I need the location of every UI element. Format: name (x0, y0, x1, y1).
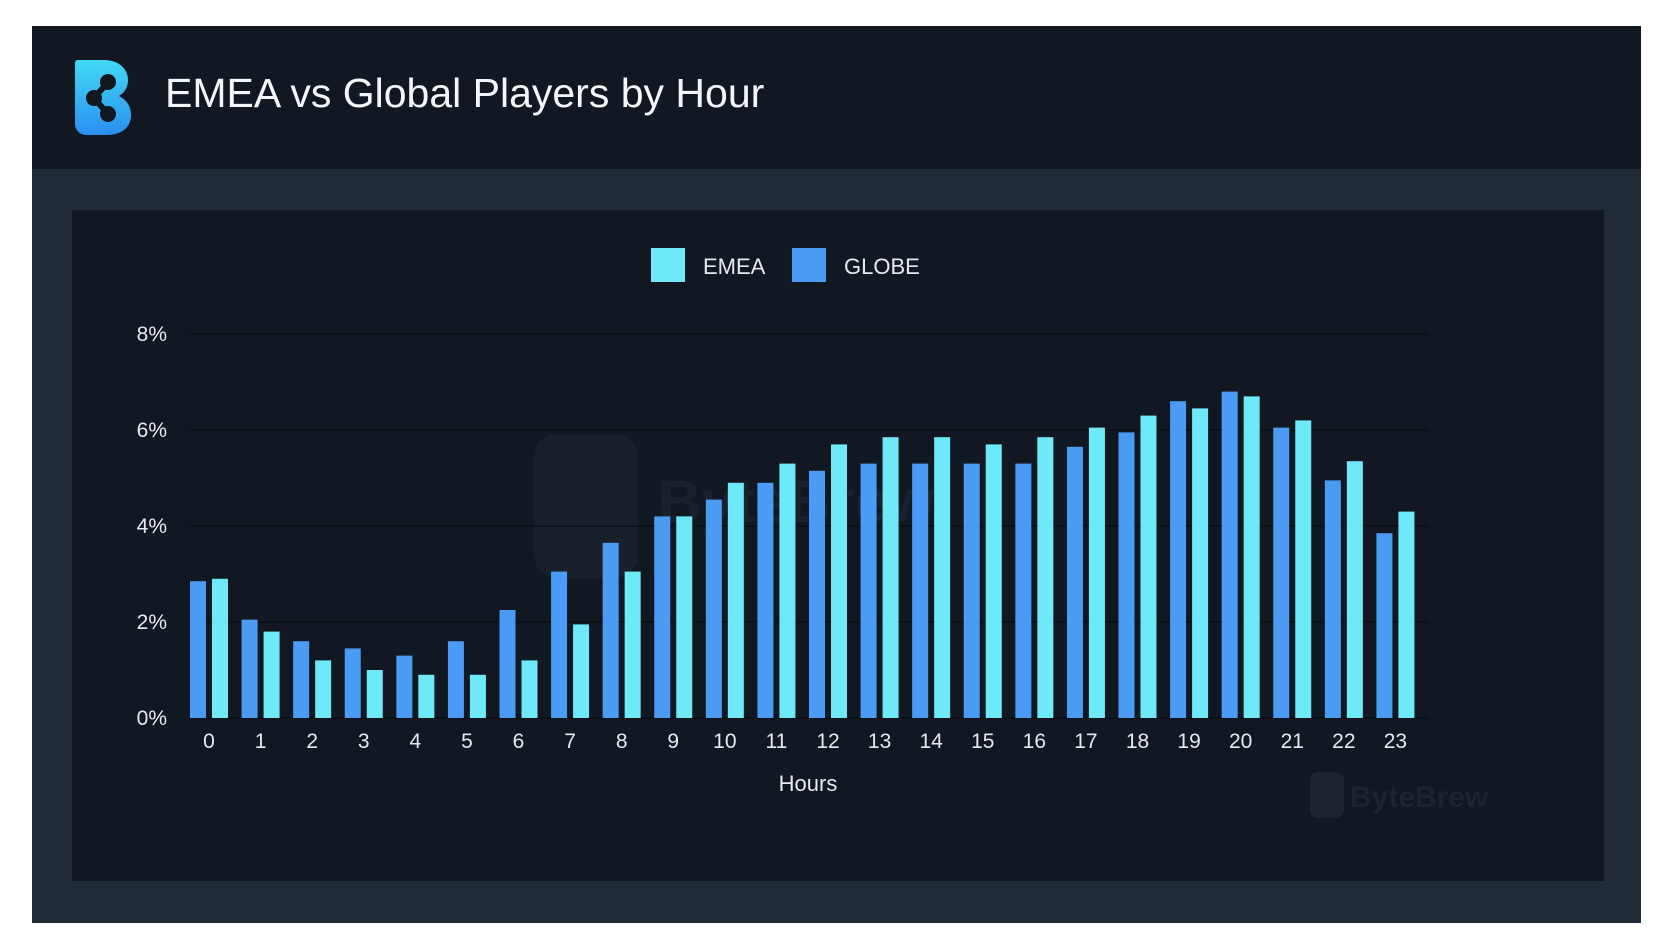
bar-emea-11[interactable] (779, 463, 796, 718)
x-tick-label: 2 (306, 730, 318, 753)
x-tick-label: 11 (766, 730, 788, 753)
bar-emea-21[interactable] (1295, 420, 1312, 718)
bar-emea-10[interactable] (727, 482, 744, 718)
bar-globe-4[interactable] (396, 655, 413, 718)
chart-card: EMEA vs Global Players by Hour ByteBrew … (32, 26, 1641, 923)
bar-globe-0[interactable] (190, 581, 206, 718)
bar-globe-2[interactable] (293, 641, 310, 718)
x-tick-label: 6 (513, 730, 525, 753)
bar-emea-19[interactable] (1192, 408, 1209, 718)
x-tick-label: 0 (203, 730, 215, 753)
x-tick-label: 1 (255, 730, 267, 753)
bar-globe-19[interactable] (1170, 401, 1187, 718)
watermark-corner: ByteBrew (1310, 772, 1489, 818)
bar-emea-14[interactable] (934, 437, 951, 718)
bar-emea-7[interactable] (573, 624, 590, 718)
legend-swatch-globe (792, 248, 826, 282)
bar-globe-21[interactable] (1273, 427, 1290, 718)
x-tick-label: 9 (667, 730, 679, 753)
bar-emea-23[interactable] (1398, 511, 1415, 718)
bar-globe-11[interactable] (757, 482, 774, 718)
y-tick-label: 4% (137, 515, 167, 538)
bar-emea-9[interactable] (676, 516, 693, 718)
bar-globe-10[interactable] (705, 499, 722, 718)
y-tick-label: 8% (137, 323, 167, 346)
bar-emea-2[interactable] (315, 660, 332, 718)
y-axis-ticks: 0% 2% 4% 6% 8% (137, 323, 167, 730)
x-tick-label: 15 (971, 730, 994, 753)
bar-globe-6[interactable] (499, 610, 516, 718)
watermark-logo-icon (534, 434, 638, 578)
x-tick-label: 13 (868, 730, 891, 753)
bar-emea-18[interactable] (1140, 415, 1157, 718)
bar-globe-23[interactable] (1376, 533, 1393, 718)
page-title: EMEA vs Global Players by Hour (165, 70, 765, 116)
legend-label-globe: GLOBE (844, 254, 920, 279)
watermark-corner-text: ByteBrew (1350, 781, 1489, 814)
x-tick-label: 7 (564, 730, 576, 753)
x-tick-label: 23 (1384, 730, 1407, 753)
x-tick-label: 16 (1023, 730, 1046, 753)
bar-globe-1[interactable] (241, 619, 258, 718)
x-tick-label: 21 (1281, 730, 1304, 753)
bar-globe-3[interactable] (344, 648, 361, 718)
bar-globe-16[interactable] (1015, 463, 1032, 718)
x-tick-label: 8 (616, 730, 628, 753)
legend-item-emea[interactable]: EMEA (651, 248, 766, 282)
bar-globe-9[interactable] (654, 516, 671, 718)
bar-globe-13[interactable] (860, 463, 877, 718)
x-axis-ticks: 0 1 2 3 4 5 6 7 8 9 10 11 12 13 14 15 16 17 18 19 20 21 22 23 (203, 730, 1407, 753)
bar-emea-4[interactable] (418, 674, 435, 718)
x-tick-label: 19 (1177, 730, 1200, 753)
bar-globe-17[interactable] (1066, 446, 1083, 718)
y-tick-label: 0% (137, 707, 167, 730)
x-tick-label: 10 (713, 730, 736, 753)
bars (190, 391, 1415, 718)
bar-emea-16[interactable] (1037, 437, 1054, 718)
bar-globe-12[interactable] (809, 470, 825, 718)
bar-emea-8[interactable] (624, 571, 641, 718)
x-tick-label: 22 (1332, 730, 1355, 753)
bar-globe-20[interactable] (1221, 391, 1238, 718)
bar-globe-14[interactable] (912, 463, 929, 718)
bar-globe-7[interactable] (551, 571, 568, 718)
bar-globe-5[interactable] (447, 641, 464, 718)
x-tick-label: 17 (1074, 730, 1097, 753)
bar-emea-3[interactable] (366, 670, 383, 718)
bar-globe-8[interactable] (602, 542, 619, 718)
x-tick-label: 5 (461, 730, 473, 753)
bar-emea-1[interactable] (263, 631, 280, 718)
bar-emea-13[interactable] (882, 437, 899, 718)
bytebrew-logo-icon (75, 60, 131, 135)
y-tick-label: 2% (137, 611, 167, 634)
x-tick-label: 12 (816, 730, 839, 753)
bar-emea-5[interactable] (469, 674, 486, 718)
legend[interactable]: EMEA GLOBE (651, 248, 920, 282)
bar-emea-15[interactable] (985, 444, 1002, 718)
bar-emea-6[interactable] (521, 660, 538, 718)
x-tick-label: 14 (919, 730, 943, 753)
y-tick-label: 6% (137, 419, 167, 442)
x-tick-label: 3 (358, 730, 370, 753)
legend-item-globe[interactable]: GLOBE (792, 248, 920, 282)
bar-emea-17[interactable] (1088, 427, 1105, 718)
bar-globe-22[interactable] (1324, 480, 1341, 718)
header-bar: EMEA vs Global Players by Hour (32, 26, 1641, 169)
watermark-corner-icon (1310, 772, 1344, 818)
legend-label-emea: EMEA (703, 254, 766, 279)
bar-emea-20[interactable] (1243, 396, 1260, 718)
x-tick-label: 18 (1126, 730, 1149, 753)
bar-globe-15[interactable] (963, 463, 980, 718)
x-tick-label: 20 (1229, 730, 1252, 753)
bar-emea-12[interactable] (831, 444, 847, 718)
bar-emea-0[interactable] (212, 578, 228, 718)
bar-emea-22[interactable] (1346, 461, 1363, 718)
x-tick-label: 4 (409, 730, 421, 753)
bar-globe-18[interactable] (1118, 432, 1135, 718)
x-axis-title: Hours (779, 771, 838, 796)
legend-swatch-emea (651, 248, 685, 282)
